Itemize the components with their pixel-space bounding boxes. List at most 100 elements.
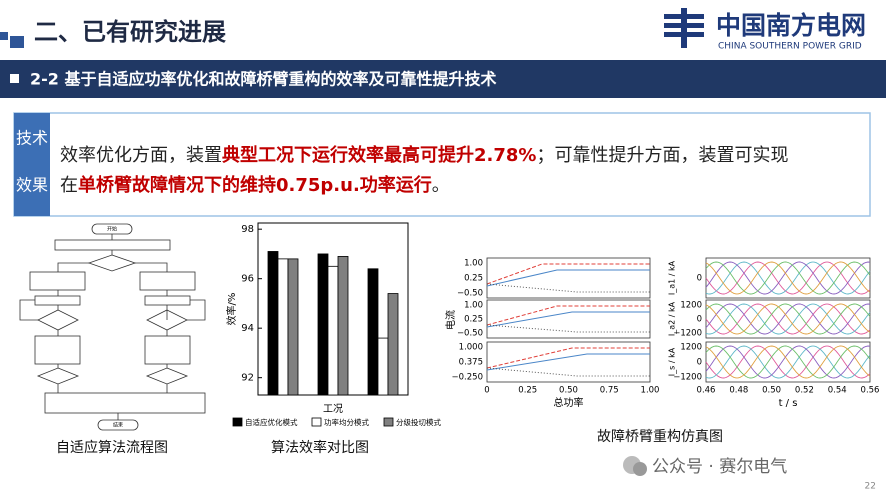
curve <box>486 311 650 328</box>
y-tick-label: 0 <box>697 315 702 325</box>
y-axis-label: 效率/% <box>225 293 238 326</box>
curve <box>486 347 650 369</box>
x-tick-label: 0.25 <box>518 386 537 396</box>
y-tick-label: 1200 <box>680 301 702 311</box>
legend-label: 功率均分模式 <box>324 417 369 427</box>
caption: 算法效率对比图 <box>271 439 369 456</box>
legend-swatch <box>232 417 243 427</box>
text: 在 <box>60 175 78 196</box>
highlight: 典型工况下运行效率最高可提升2.78% <box>222 144 536 166</box>
x-tick-label: 0.50 <box>762 386 781 396</box>
text: ；可靠性提升方面，装置可实现 <box>536 145 788 166</box>
summary-label: 效果 <box>16 176 48 195</box>
deco <box>0 32 8 40</box>
y-tick-label: 0.375 <box>459 358 483 368</box>
plot-frame <box>486 299 651 339</box>
curve <box>705 345 871 379</box>
logo-subtitle: CHINA SOUTHERN POWER GRID <box>718 42 862 52</box>
legend-swatch <box>311 417 322 427</box>
x-tick-label: 0.52 <box>795 386 814 396</box>
bar <box>267 251 279 396</box>
y-tick-label: 98 <box>241 224 254 235</box>
y-tick-label: 1.00 <box>464 301 483 311</box>
curve <box>486 305 650 326</box>
curve <box>705 261 871 295</box>
y-tick-label: −1200 <box>673 373 702 383</box>
x-axis-label: t / s <box>779 398 798 409</box>
curve <box>705 261 871 295</box>
bar <box>367 268 379 396</box>
summary-label: 技术 <box>16 129 48 148</box>
curve <box>705 345 871 379</box>
bar <box>277 258 289 396</box>
deco <box>10 36 24 48</box>
x-tick-label: 0.48 <box>729 386 748 396</box>
y-tick-label: −1200 <box>673 329 702 339</box>
summary-label-bg <box>14 113 50 216</box>
x-axis-label: 工况 <box>323 403 343 415</box>
x-tick-label: 1.00 <box>641 386 660 396</box>
summary-box <box>13 112 871 217</box>
y-tick-label: 94 <box>241 323 254 334</box>
page-number: 22 <box>865 482 876 492</box>
header-title: 二、已有研究进展 <box>34 18 226 46</box>
x-tick-label: 0 <box>484 386 489 396</box>
curve <box>705 345 871 379</box>
logo-name: 中国南方电网 <box>716 11 866 40</box>
y-tick-label: 1.000 <box>459 343 483 353</box>
curve <box>486 269 650 287</box>
y-tick-label: −0.250 <box>452 373 483 383</box>
curve <box>705 345 871 379</box>
x-tick-label: 0.56 <box>861 386 880 396</box>
y-tick-label: 0.25 <box>464 315 483 325</box>
legend-label: 分级投切模式 <box>396 417 441 427</box>
section-title: 2-2 基于自适应功率优化和故障桥臂重构的效率及可靠性提升技术 <box>30 70 496 89</box>
y-tick-label: 0.25 <box>464 274 483 284</box>
curve <box>486 263 650 285</box>
bar <box>317 253 329 396</box>
y-axis-label: 电流 <box>444 310 457 330</box>
bar <box>287 258 299 396</box>
summary-text: 效率优化方面，装置典型工况下运行效率最高可提升2.78%；可靠性提升方面，装置可… <box>60 144 788 166</box>
curve <box>486 283 650 293</box>
watermark: 公众号 · 赛尔电气 <box>652 456 787 477</box>
bullet <box>10 74 19 83</box>
y-tick-label: 1200 <box>680 343 702 353</box>
simulation-figure: 1.00 0.25 −0.50 0 I_a1 / kA 1.00 0.25 −0.50 1200… <box>444 257 880 409</box>
wechat-icon <box>633 462 647 476</box>
plot-frame <box>486 341 651 383</box>
plot-frame <box>486 257 651 299</box>
curve <box>486 324 650 333</box>
bar-chart: 92 94 96 98 工况 效率/% 自适应优化模式 功率均分模式 分级投切模式 <box>225 222 441 427</box>
text: 。 <box>432 175 450 196</box>
curve <box>705 345 871 379</box>
curve <box>705 303 871 335</box>
curve <box>705 303 871 335</box>
y-tick-label: 1.00 <box>464 259 483 269</box>
x-tick-label: 0.46 <box>697 386 716 396</box>
text: 效率优化方面，装置 <box>60 145 222 166</box>
y-tick-label: 0 <box>697 358 702 368</box>
x-tick-label: 0.54 <box>828 386 847 396</box>
flow-end: 结束 <box>113 422 123 429</box>
curve <box>705 261 871 295</box>
curve <box>705 261 871 295</box>
curve <box>705 303 871 335</box>
section-bar <box>0 60 886 98</box>
y-axis-label: I_a1 / kA <box>668 260 677 295</box>
bar <box>377 337 389 396</box>
x-tick-label: 0.75 <box>600 386 619 396</box>
y-axis-label: I_a2 / kA <box>668 301 677 336</box>
bar <box>387 293 399 396</box>
y-axis-label: I_s / kA <box>668 347 677 376</box>
y-tick-label: 0 <box>697 274 702 284</box>
y-tick-label: −0.50 <box>457 289 483 299</box>
y-tick-label: 96 <box>241 274 254 285</box>
y-tick-label: −0.50 <box>457 329 483 339</box>
curve <box>705 303 871 335</box>
curve <box>486 367 650 377</box>
y-tick-label: 92 <box>241 373 254 384</box>
logo-icon <box>664 8 704 48</box>
legend-label: 自适应优化模式 <box>245 417 298 427</box>
